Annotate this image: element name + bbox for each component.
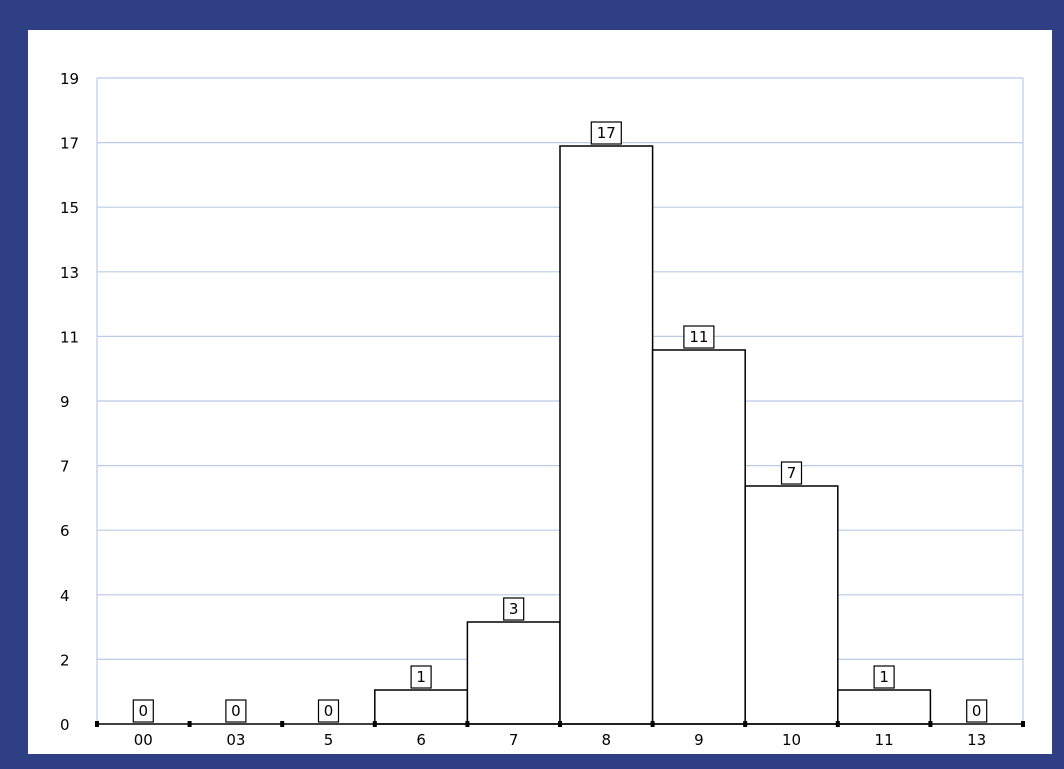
data-label: 0 bbox=[972, 702, 982, 720]
y-tick-label: 7 bbox=[60, 458, 70, 476]
x-tick-mark bbox=[743, 721, 748, 727]
x-tick-mark bbox=[1021, 721, 1025, 727]
y-tick-label: 2 bbox=[60, 651, 70, 669]
x-tick-mark bbox=[465, 721, 470, 727]
x-tick-label: 5 bbox=[324, 731, 334, 749]
y-tick-label: 9 bbox=[60, 393, 70, 411]
data-label-box bbox=[410, 665, 432, 689]
y-tick-label: 0 bbox=[60, 716, 70, 734]
y-tick-label: 6 bbox=[60, 522, 70, 540]
x-tick-label: 8 bbox=[602, 731, 612, 749]
data-label-box bbox=[683, 325, 715, 349]
data-label-box bbox=[132, 699, 154, 723]
y-tick-label: 17 bbox=[60, 135, 79, 153]
x-tick-mark bbox=[372, 721, 377, 727]
data-label: 0 bbox=[231, 702, 241, 720]
y-tick-label: 19 bbox=[60, 70, 79, 88]
y-tick-label: 15 bbox=[60, 199, 79, 217]
data-label: 1 bbox=[416, 668, 426, 686]
data-label-box bbox=[317, 699, 340, 723]
data-label: 0 bbox=[324, 702, 334, 720]
data-label: 3 bbox=[509, 600, 519, 618]
x-tick-mark bbox=[650, 721, 655, 727]
x-tick-label: 10 bbox=[782, 731, 801, 749]
bar bbox=[466, 621, 561, 725]
data-label-box bbox=[503, 597, 525, 621]
data-label: 7 bbox=[787, 464, 797, 482]
x-tick-label: 9 bbox=[694, 731, 704, 749]
x-tick-label: 7 bbox=[509, 731, 519, 749]
chart-panel: 0 2 4 6 7 9 11 13 15 17 19 0 00 0 03 0 5 1 6 3 7 17 8 11 9 7 10 1 11… bbox=[28, 30, 1052, 754]
data-label: 0 bbox=[139, 702, 149, 720]
x-tick-label: 03 bbox=[226, 731, 245, 749]
data-label: 17 bbox=[597, 124, 616, 142]
data-label-box bbox=[966, 699, 988, 723]
y-tick-label: 13 bbox=[60, 264, 79, 282]
x-tick-mark bbox=[280, 721, 285, 727]
y-tick-label: 11 bbox=[60, 328, 79, 346]
data-label-box bbox=[873, 665, 895, 689]
x-tick-mark bbox=[558, 721, 562, 727]
x-tick-label: 13 bbox=[967, 731, 986, 749]
x-tick-mark bbox=[187, 721, 192, 727]
histogram-chart: 0246791113151719000003051637178119710111… bbox=[60, 70, 1025, 749]
y-tick-label: 4 bbox=[60, 587, 70, 605]
x-tick-mark bbox=[835, 721, 840, 727]
bar bbox=[744, 485, 839, 725]
data-label: 1 bbox=[879, 668, 889, 686]
data-label-box bbox=[590, 121, 622, 145]
bar bbox=[837, 689, 932, 725]
x-tick-label: 6 bbox=[416, 731, 426, 749]
x-tick-label: 00 bbox=[134, 731, 153, 749]
x-tick-mark bbox=[928, 721, 933, 727]
data-label-box bbox=[225, 699, 247, 723]
bar bbox=[559, 145, 654, 725]
x-tick-mark bbox=[95, 721, 99, 727]
data-label: 11 bbox=[689, 328, 708, 346]
bar bbox=[374, 689, 469, 725]
x-tick-label: 11 bbox=[875, 731, 894, 749]
bar bbox=[651, 349, 746, 725]
data-label-box bbox=[780, 461, 803, 485]
